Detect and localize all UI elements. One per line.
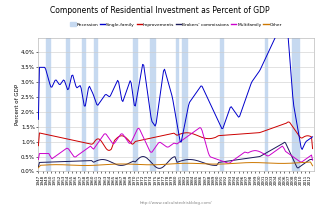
Bar: [176, 38, 178, 171]
Legend: Recession, Single-family, Improvements, Brokers' commissions, Multifamily, Other: Recession, Single-family, Improvements, …: [70, 22, 282, 27]
Bar: [66, 38, 68, 171]
Text: Components of Residential Investment as Percent of GDP: Components of Residential Investment as …: [50, 6, 270, 15]
Bar: [292, 38, 299, 171]
Bar: [82, 38, 85, 171]
Bar: [133, 38, 137, 171]
Bar: [220, 38, 223, 171]
Y-axis label: Percent of GDP: Percent of GDP: [15, 84, 20, 125]
Bar: [150, 38, 155, 171]
Bar: [46, 38, 50, 171]
Text: http://www.calculatedriskblog.com/: http://www.calculatedriskblog.com/: [140, 201, 212, 205]
Bar: [182, 38, 188, 171]
Bar: [265, 38, 267, 171]
Bar: [94, 38, 97, 171]
